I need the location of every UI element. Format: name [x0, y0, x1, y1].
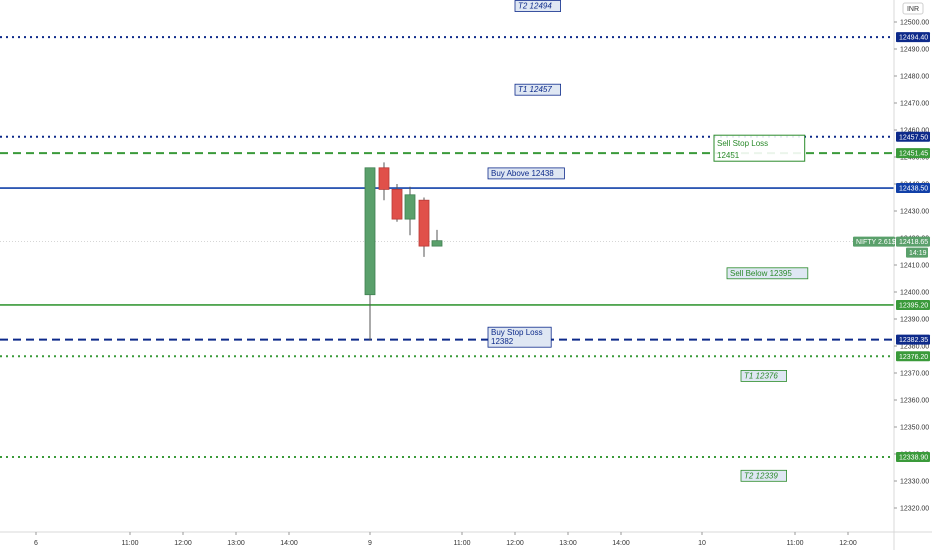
annotation-label: 12451	[717, 151, 740, 160]
candle-body	[404, 194, 416, 220]
level-price-label: 12494.40	[899, 35, 928, 42]
annotation: T2 12494	[514, 0, 561, 12]
x-tick-label: 9	[368, 540, 372, 547]
annotation-box	[514, 0, 561, 12]
annotation-label: 12382	[491, 337, 514, 346]
y-tick-label: 12350.00	[900, 425, 929, 432]
annotation-box	[740, 369, 787, 382]
y-tick-label: 12480.00	[900, 74, 929, 81]
y-tick-label: 12490.00	[900, 47, 929, 54]
level-price-badge	[896, 131, 930, 142]
annotation-box	[487, 326, 552, 348]
level-price-label: 12438.50	[899, 186, 928, 193]
annotation-label: T1 12457	[518, 85, 552, 94]
annotation: T1 12376	[740, 369, 787, 382]
time-badge	[906, 247, 928, 258]
y-tick-label: 12390.00	[900, 317, 929, 324]
y-tick-label: 12320.00	[900, 506, 929, 513]
y-tick-label: 12430.00	[900, 209, 929, 216]
x-tick-label: 11:00	[122, 540, 139, 547]
y-tick-label: 12370.00	[900, 371, 929, 378]
y-tick-label: 12410.00	[900, 263, 929, 270]
candle-body	[378, 167, 390, 190]
annotation-label: Buy Above 12438	[491, 169, 554, 178]
level-price-label: 12382.35	[899, 337, 928, 344]
annotation-box	[713, 134, 806, 162]
candle	[418, 197, 430, 257]
time-label: 14:19	[909, 250, 927, 257]
candle	[364, 167, 376, 341]
annotation-box	[514, 83, 561, 96]
x-tick-label: 12:00	[506, 540, 524, 547]
annotation-label: Sell Stop Loss	[717, 139, 768, 148]
levels-layer	[0, 36, 894, 458]
level-price-label: 12376.20	[899, 354, 928, 361]
last-price-label: 12418.65	[899, 239, 928, 246]
x-tick-label: 12:00	[174, 540, 192, 547]
level-price-badge	[896, 148, 930, 159]
symbol-badge	[853, 236, 895, 247]
annotation-label: T2 12339	[744, 471, 778, 480]
annotation: T2 12339	[740, 469, 787, 482]
x-tick-label: 12:00	[839, 540, 857, 547]
level-price-label: 12451.45	[899, 151, 928, 158]
level-price-badge	[896, 334, 930, 345]
candle	[431, 229, 443, 247]
x-tick-label: 6	[34, 540, 38, 547]
level-price-label: 12395.20	[899, 302, 928, 309]
y-tick-label: 12460.00	[900, 128, 929, 135]
candle	[391, 184, 403, 222]
x-tick-label: 13:00	[227, 540, 245, 547]
candle-body	[364, 167, 376, 296]
annotation-label: Buy Stop Loss	[491, 328, 543, 337]
symbol-label: NIFTY 2.61$	[856, 239, 896, 246]
candle-body	[391, 188, 403, 220]
annotation-label: T1 12376	[744, 371, 778, 380]
level-price-badge	[896, 183, 930, 194]
x-tick-label: 14:00	[280, 540, 298, 547]
candle	[378, 162, 390, 201]
y-tick-label: 12500.00	[900, 20, 929, 27]
x-tick-label: 11:00	[787, 540, 804, 547]
time-axis: 6 11:00 12:00 13:00 14:00 9 11:00 12:00 13:00 14:…	[0, 531, 932, 547]
price-axis: INR12320.0012330.0012340.0012350.0012360…	[893, 0, 929, 550]
y-tick-label: 12360.00	[900, 398, 929, 405]
level-price-badge	[896, 451, 930, 462]
badges-layer: 12494.40 12457.50 12451.45 12438.50 12395.20…	[853, 32, 930, 462]
annotation-label: T2 12494	[518, 2, 552, 11]
currency-box	[902, 2, 924, 15]
level-price-badge	[896, 299, 930, 310]
level-price-badge	[896, 351, 930, 362]
y-tick-label: 12470.00	[900, 101, 929, 108]
candles-layer	[364, 162, 443, 341]
annotation-box	[726, 267, 809, 280]
level-price-label: 12457.50	[899, 134, 928, 141]
annotation: Sell Stop Loss 12451	[713, 134, 806, 162]
annotation: T1 12457	[514, 83, 561, 96]
x-tick-label: 11:00	[454, 540, 471, 547]
level-price-badge	[896, 32, 930, 43]
y-tick-label: 12380.00	[900, 344, 929, 351]
annotation-box	[740, 469, 787, 482]
x-tick-label: 10	[698, 540, 706, 547]
annotation-label: Sell Below 12395	[730, 269, 792, 278]
y-tick-label: 12330.00	[900, 479, 929, 486]
annotation-box	[487, 167, 565, 180]
last-price-badge	[896, 236, 930, 247]
candle-body	[418, 199, 430, 247]
x-tick-label: 14:00	[612, 540, 630, 547]
annotations-layer: T2 12494 T1 12457 Buy Above 12438 Sell Stop…	[487, 0, 809, 482]
annotation: Buy Above 12438	[487, 167, 565, 180]
candle-body	[431, 240, 443, 247]
y-tick-label: 12400.00	[900, 290, 929, 297]
level-price-label: 12338.90	[899, 454, 928, 461]
x-tick-label: 13:00	[559, 540, 577, 547]
candle	[404, 186, 416, 236]
currency-label: INR	[907, 6, 919, 13]
annotation: Sell Below 12395	[726, 267, 809, 280]
